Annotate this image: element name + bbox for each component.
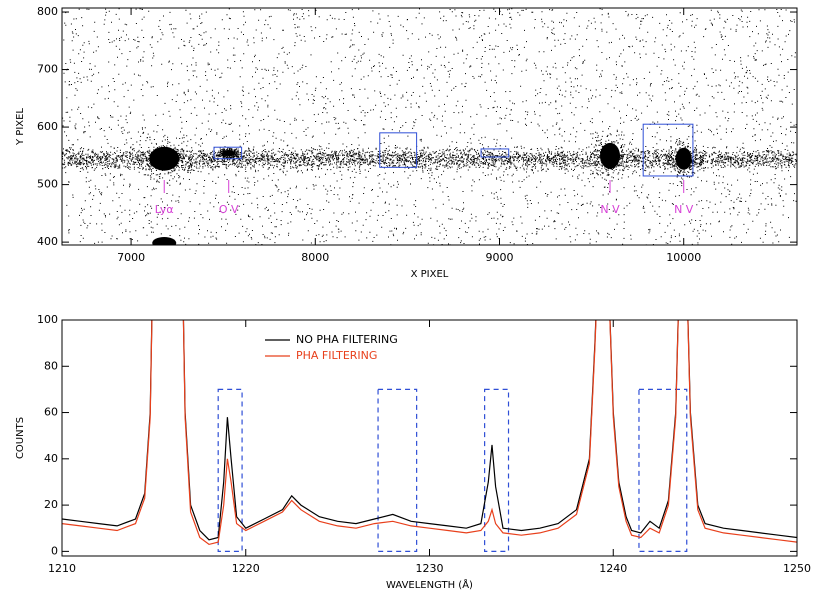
plot-area (62, 320, 797, 552)
x-tick-label: 1250 (783, 562, 811, 575)
window-box (638, 388, 688, 552)
x-tick-label: 9000 (486, 251, 514, 264)
extraction-box (480, 148, 510, 158)
y-tick-label: 0 (51, 544, 58, 557)
y-tick-label: 60 (44, 406, 58, 419)
plot-frame (61, 7, 798, 246)
x-tick-label: 1220 (232, 562, 260, 575)
spectrum-line (62, 320, 797, 541)
source-label: Lyα (155, 203, 174, 216)
window-box (484, 388, 510, 552)
source-label: N V (600, 203, 620, 216)
y-tick-label: 100 (37, 313, 58, 326)
window-box (217, 388, 243, 552)
y-axis-label: COUNTS (15, 417, 26, 459)
y-tick-label: 80 (44, 359, 58, 372)
y-tick-label: 700 (37, 63, 58, 76)
extraction-box (642, 123, 694, 177)
x-axis-label: X PIXEL (411, 269, 449, 280)
x-axis-label: WAVELENGTH (Å) (386, 578, 473, 591)
source-label: N V (674, 203, 694, 216)
y-axis-label: Y PIXEL (15, 108, 26, 146)
legend-label: PHA FILTERING (296, 349, 377, 362)
window-box (377, 388, 418, 552)
extraction-box (379, 132, 418, 168)
y-tick-label: 800 (37, 5, 58, 18)
y-tick-label: 600 (37, 120, 58, 133)
y-tick-label: 40 (44, 452, 58, 465)
source-blob-lower (152, 237, 177, 245)
source-halo (667, 132, 705, 190)
y-tick-label: 20 (44, 498, 58, 511)
extraction-box (213, 146, 243, 160)
x-tick-label: 1240 (599, 562, 627, 575)
x-tick-label: 1210 (48, 562, 76, 575)
source-halo (582, 128, 634, 188)
source-halo (215, 147, 241, 162)
x-tick-label: 7000 (117, 251, 145, 264)
source-blob (600, 142, 621, 169)
spectrum-band (62, 144, 797, 175)
x-tick-label: 1230 (416, 562, 444, 575)
y-tick-label: 400 (37, 235, 58, 248)
x-tick-label: 10000 (666, 251, 701, 264)
y-tick-label: 500 (37, 178, 58, 191)
image-area (62, 8, 797, 245)
source-label: O V (219, 203, 239, 216)
plot-frame (61, 319, 798, 557)
legend-label: NO PHA FILTERING (296, 333, 398, 346)
x-tick-label: 8000 (301, 251, 329, 264)
spectrum-line (62, 320, 797, 546)
